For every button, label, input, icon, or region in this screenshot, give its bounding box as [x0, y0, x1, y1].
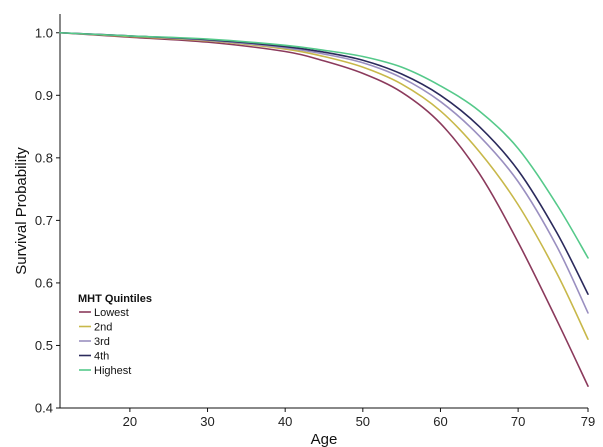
x-tick-label: 60 — [433, 414, 447, 429]
y-tick-label: 0.7 — [35, 213, 53, 228]
y-axis: 0.4 0.5 0.6 0.7 0.8 0.9 1.0 — [35, 25, 60, 416]
y-axis-title: Survival Probability — [13, 147, 30, 275]
y-tick-label: 0.9 — [35, 88, 53, 103]
legend-label-2nd: 2nd — [94, 322, 112, 334]
series-line-lowest — [59, 31, 589, 387]
x-axis-title: Age — [311, 431, 338, 447]
x-tick-label: 79 — [581, 414, 595, 429]
x-tick-label: 30 — [200, 414, 214, 429]
legend-label-4th: 4th — [94, 351, 109, 363]
x-tick-label: 50 — [356, 414, 370, 429]
y-tick-label: 0.5 — [35, 338, 53, 353]
y-tick-label: 0.6 — [35, 275, 53, 290]
series-line-4th — [59, 31, 589, 295]
y-tick-label: 0.4 — [35, 401, 53, 416]
series-line-3rd — [59, 31, 589, 314]
legend-label-lowest: Lowest — [94, 307, 129, 319]
legend-title: MHT Quintiles — [78, 293, 152, 305]
legend-label-highest: Highest — [94, 365, 131, 377]
legend-label-3rd: 3rd — [94, 336, 110, 348]
x-tick-label: 20 — [123, 414, 137, 429]
y-tick-label: 1.0 — [35, 25, 53, 40]
x-tick-label: 40 — [278, 414, 292, 429]
legend: MHT Quintiles Lowest 2nd 3rd 4th Highest — [78, 293, 152, 377]
plot-area — [59, 14, 588, 409]
series-lines — [59, 31, 589, 387]
y-tick-label: 0.8 — [35, 150, 53, 165]
series-line-highest — [59, 31, 589, 259]
x-axis: 20 30 40 50 60 70 79 — [123, 408, 595, 429]
x-tick-label: 70 — [511, 414, 525, 429]
